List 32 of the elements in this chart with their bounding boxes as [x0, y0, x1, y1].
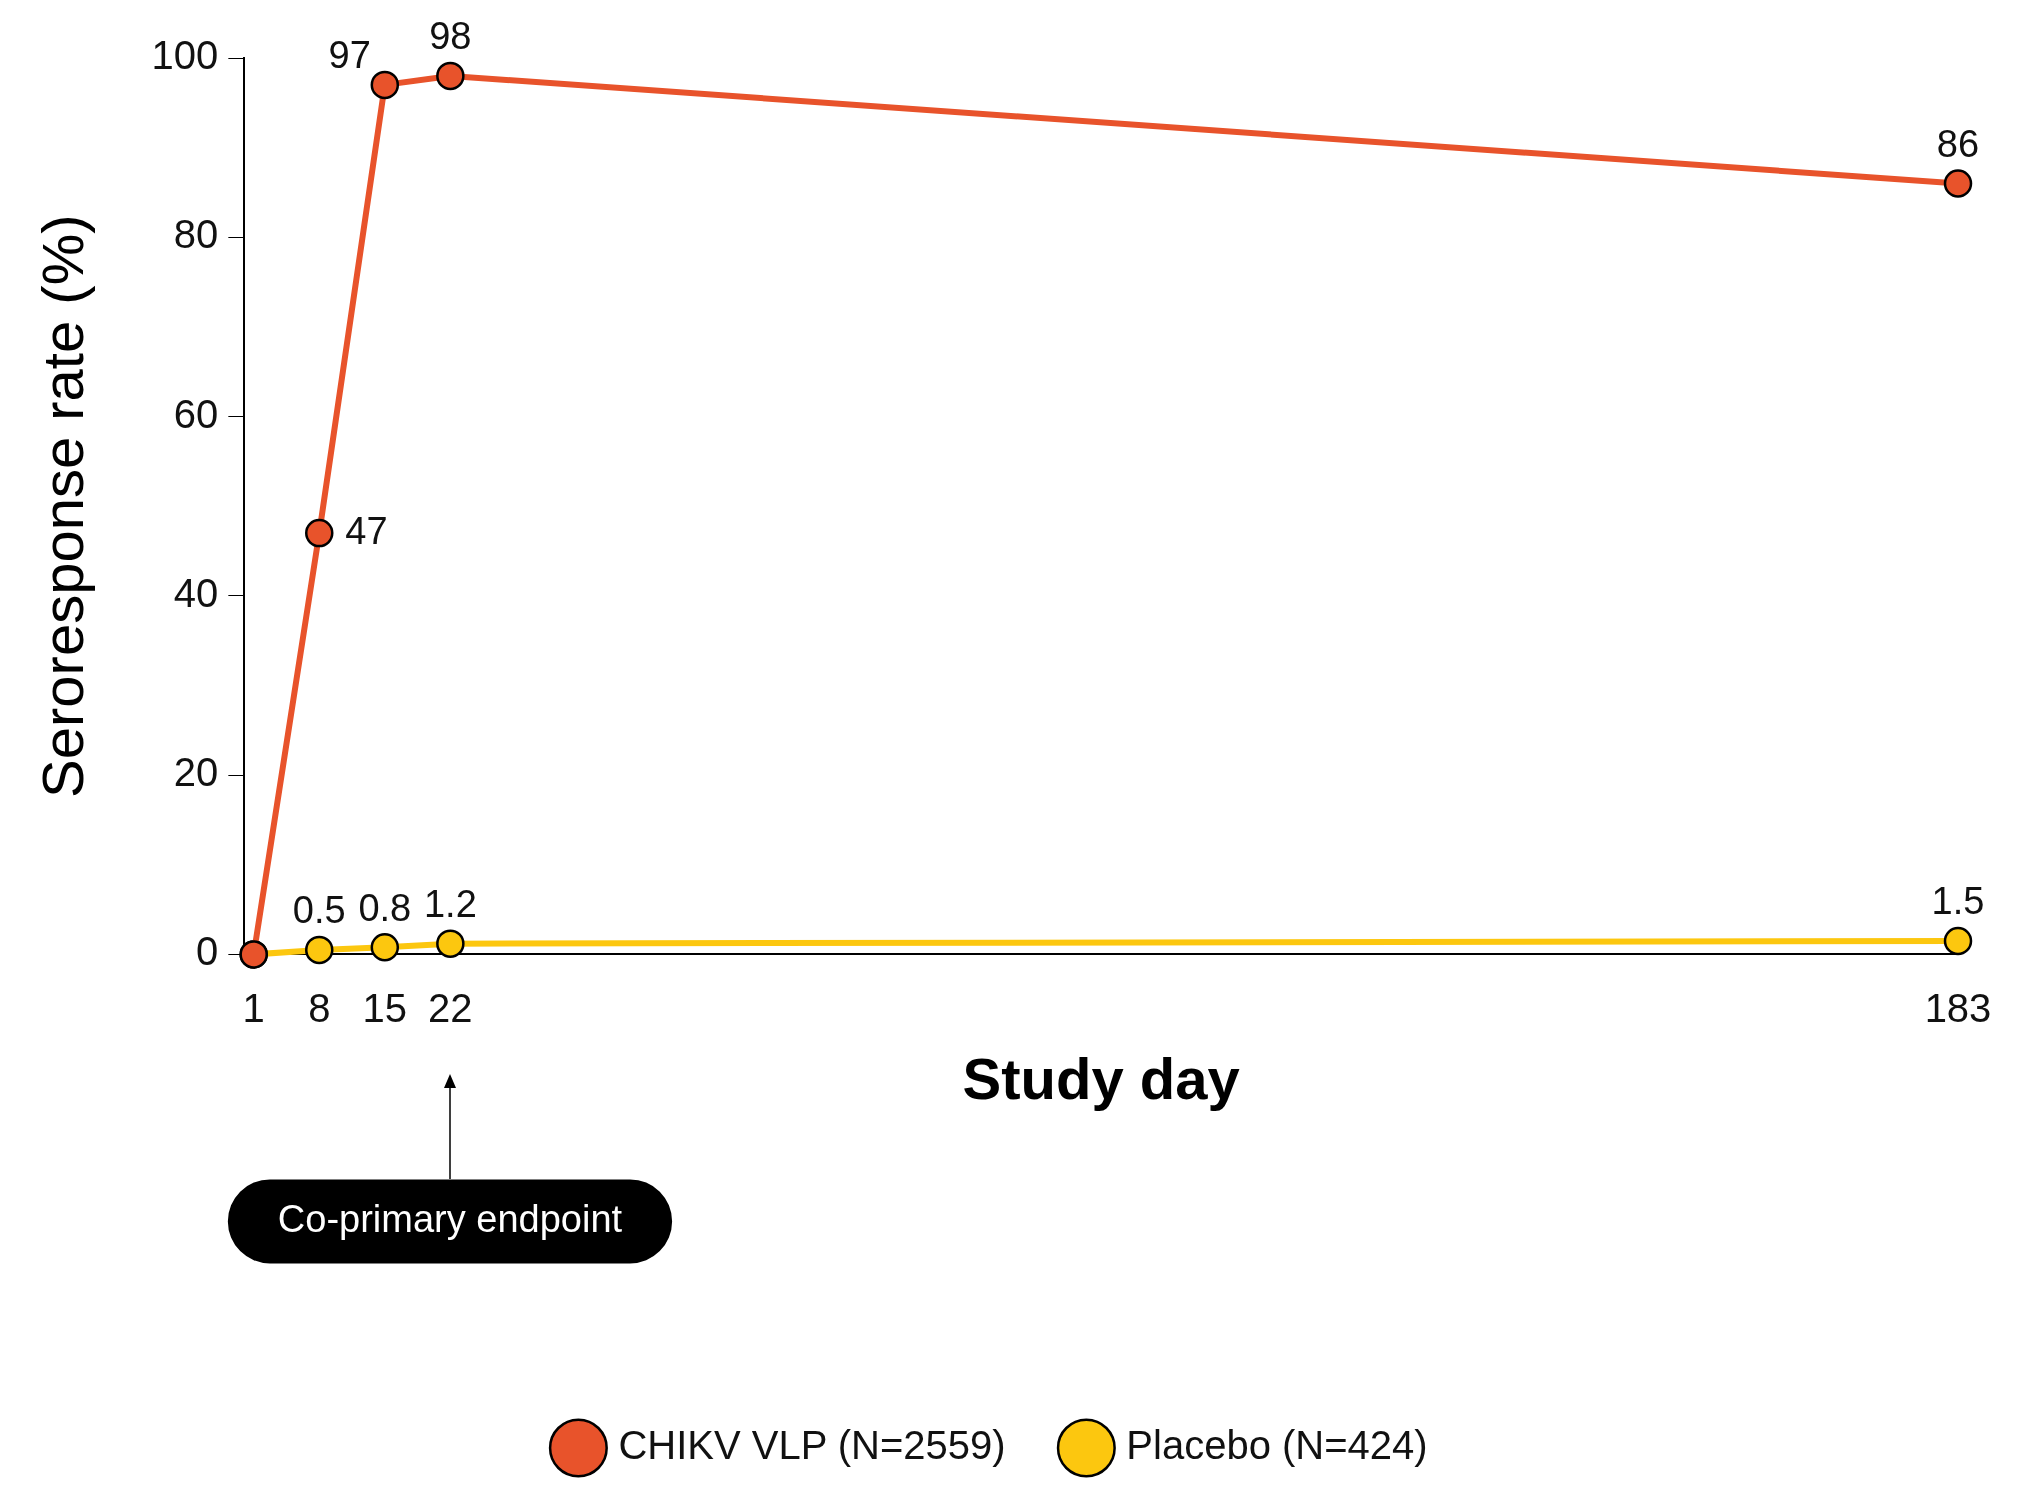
point: [370, 70, 400, 100]
point: [1943, 926, 1973, 956]
x-tick-label: 1: [242, 986, 265, 1031]
point: [436, 929, 465, 958]
data-label: 0.8: [358, 886, 412, 929]
x-tick-label: 183: [1924, 986, 1992, 1031]
point: [305, 518, 334, 548]
text: Co-primary endpoint: [277, 1197, 623, 1240]
y-tick-label: 80: [173, 212, 219, 257]
data-label: 97: [328, 34, 371, 77]
x-tick-label: 15: [362, 986, 408, 1031]
point: [305, 935, 334, 965]
data-label: 1.2: [423, 883, 477, 926]
x-tick-label: 22: [428, 986, 473, 1031]
data-label: 86: [1936, 122, 1980, 165]
data-label: 98: [429, 15, 472, 58]
y-axis-title: Seroresponse rate (%): [29, 214, 95, 798]
data-label: 47: [345, 509, 388, 552]
point: [370, 932, 400, 962]
y-tick-label: 100: [151, 33, 219, 78]
point: [1943, 169, 1973, 198]
x-axis-title: Study day: [962, 1046, 1240, 1112]
y-tick-label: 20: [173, 750, 219, 795]
y-tick-label: 60: [173, 391, 219, 436]
legend-label: Placebo (N=424): [1126, 1423, 1428, 1468]
legend-label: CHIKV VLP (N=2559): [618, 1423, 1006, 1468]
y-tick-label: 0: [196, 929, 219, 974]
data-label: 0.5: [292, 889, 346, 932]
data-label: 1.5: [1931, 880, 1985, 923]
x-tick-label: 8: [308, 986, 331, 1031]
point: [436, 61, 465, 91]
y-tick-label: 40: [173, 570, 219, 615]
